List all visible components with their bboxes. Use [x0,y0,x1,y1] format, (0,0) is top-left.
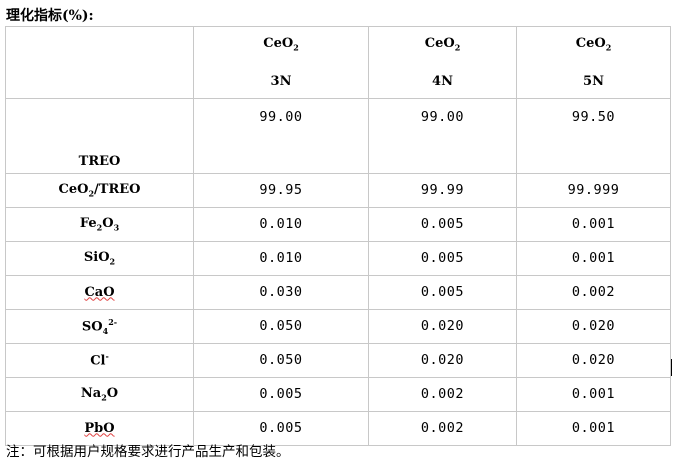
header-3n: CeO2 3N [193,26,369,99]
table-row: CeO2/TREO 99.95 99.99 99.999 [5,172,671,208]
cell-value: 99.50 [516,97,671,174]
cell-value: 0.005 [193,376,369,412]
table-row: SiO2 0.010 0.005 0.001 [5,240,671,276]
cell-value: 0.030 [193,274,369,310]
cell-value: 0.002 [368,410,517,446]
header-row: CeO2 3N CeO2 4N CeO2 5N [5,26,671,99]
table-row: CaO 0.030 0.005 0.002 [5,274,671,310]
cell-value: 0.001 [516,240,671,276]
row-label: SiO2 [5,240,194,276]
table-row: TREO 99.00 99.00 99.50 [5,97,671,174]
header-empty [5,26,194,99]
cell-value: 0.002 [368,376,517,412]
cell-value: 99.95 [193,172,369,208]
cell-value: 99.00 [193,97,369,174]
row-label: CeO2/TREO [5,172,194,208]
cell-value: 0.050 [193,308,369,344]
row-label: Na2O [5,376,194,412]
cell-value: 0.050 [193,342,369,378]
row-label: PbO [5,410,194,446]
cell-value: 0.001 [516,206,671,242]
section-title: 理化指标(%): [6,8,94,24]
row-label: SO42- [5,308,194,344]
row-label: TREO [5,97,194,174]
cell-value: 0.005 [368,206,517,242]
cell-value: 99.999 [516,172,671,208]
table-row: PbO 0.005 0.002 0.001 [5,410,671,446]
text-cursor [671,359,672,376]
row-label: Fe2O3 [5,206,194,242]
cell-value: 0.005 [193,410,369,446]
cell-value: 0.010 [193,206,369,242]
table-row: Na2O 0.005 0.002 0.001 [5,376,671,412]
cell-value: 0.005 [368,274,517,310]
cell-value: 99.99 [368,172,517,208]
cell-value: 0.002 [516,274,671,310]
specification-table: CeO2 3N CeO2 4N CeO2 5N TREO 99.00 99.00 99… [5,26,671,446]
cell-value: 0.010 [193,240,369,276]
cell-value: 0.020 [516,308,671,344]
footnote: 注：可根据用户规格要求进行产品生产和包装。 [6,444,290,460]
header-4n: CeO2 4N [368,26,517,99]
cell-value: 0.001 [516,410,671,446]
header-5n: CeO2 5N [516,26,671,99]
table-row: Fe2O3 0.010 0.005 0.001 [5,206,671,242]
cell-value: 0.020 [516,342,671,378]
cell-value: 99.00 [368,97,517,174]
cell-value: 0.005 [368,240,517,276]
row-label: CaO [5,274,194,310]
cell-value: 0.001 [516,376,671,412]
row-label: Cl- [5,342,194,378]
table-row: SO42- 0.050 0.020 0.020 [5,308,671,344]
cell-value: 0.020 [368,342,517,378]
cell-value: 0.020 [368,308,517,344]
table-row: Cl- 0.050 0.020 0.020 [5,342,671,378]
